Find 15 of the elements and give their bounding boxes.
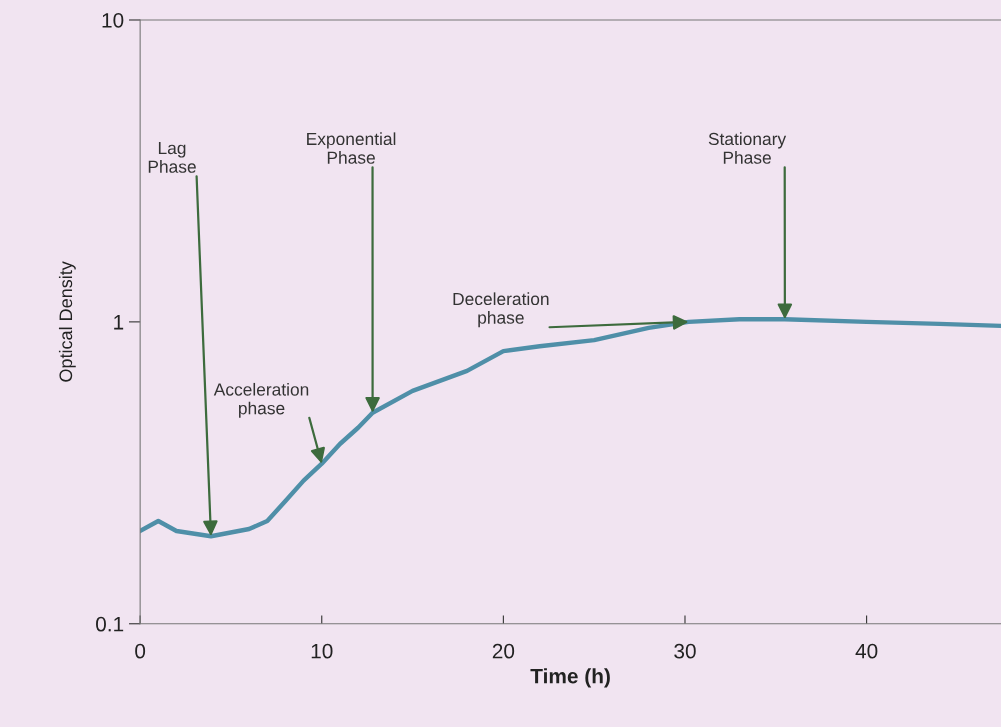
x-tick-label: 0: [135, 643, 146, 659]
annotation: Exponential Phase: [307, 132, 396, 164]
annotation: Acceleration phase: [213, 382, 309, 418]
x-axis-title: Time (h): [530, 668, 610, 688]
x-tick-label: 10: [311, 643, 333, 659]
y-tick-label: 10: [102, 12, 124, 28]
y-axis-title: Optical Density: [58, 261, 76, 382]
annotation: Lag Phase: [148, 142, 196, 173]
annotation: Stationary Phase: [708, 132, 787, 164]
x-tick-label: 40: [855, 643, 878, 659]
y-tick-label: 1: [114, 315, 124, 330]
x-tick-label: 20: [492, 643, 515, 659]
y-tick-label: 0.1: [96, 616, 124, 632]
x-tick-label: 30: [674, 643, 696, 659]
annotation: Deceleration phase: [453, 292, 549, 328]
